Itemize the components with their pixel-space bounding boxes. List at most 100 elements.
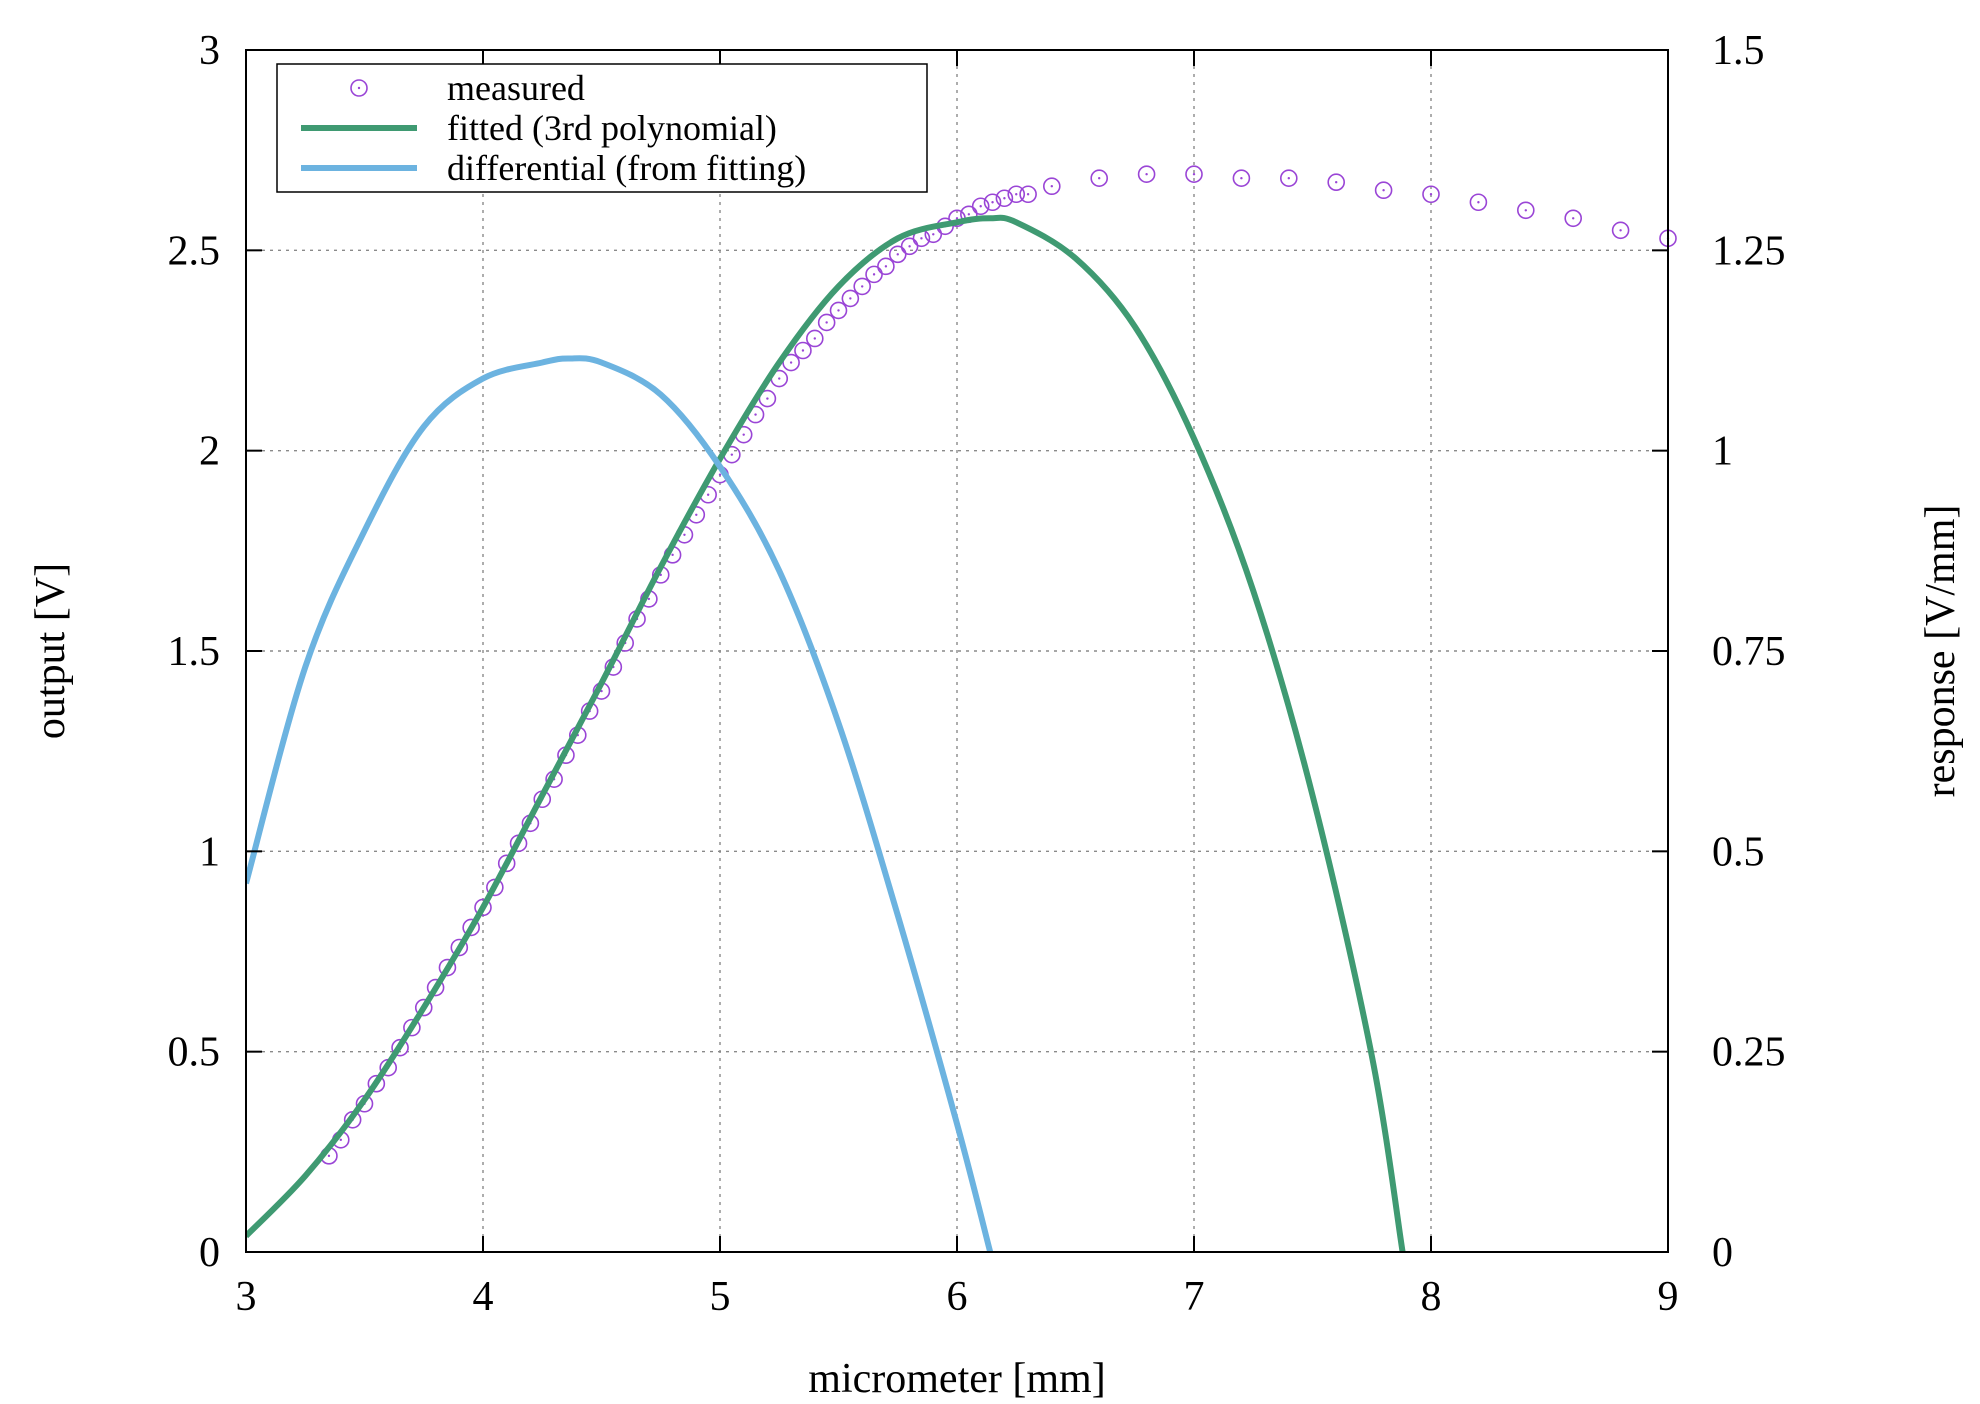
measured-point (1019, 185, 1037, 204)
measured-point-center (1026, 193, 1030, 196)
measured-point (853, 277, 872, 296)
measured-point-center (778, 377, 781, 380)
y-tick-label: 2 (199, 429, 220, 475)
measured-point (1469, 193, 1488, 212)
measured-point-center (742, 433, 745, 436)
measured-point (805, 329, 824, 348)
measured-point (497, 854, 516, 873)
y2-tick-label: 1.5 (1712, 28, 1765, 74)
measured-point (438, 958, 457, 977)
y-tick-label: 0 (199, 1230, 220, 1276)
measured-point-center (849, 297, 852, 300)
measured-point-center (813, 337, 816, 340)
series-line-1 (246, 214, 1406, 1252)
measured-point-center (1003, 197, 1006, 200)
measured-point (1137, 165, 1156, 184)
measured-point (1374, 181, 1393, 200)
y-tick-label: 1 (199, 829, 220, 875)
measured-point-center (754, 413, 757, 416)
measured-point (1327, 173, 1345, 192)
measured-point (450, 938, 469, 957)
measured-point-center (932, 233, 935, 236)
measured-point-center (896, 253, 899, 256)
legend-swatch-0 (350, 79, 368, 97)
y2-tick-label: 0.25 (1712, 1030, 1786, 1076)
measured-point-center (967, 213, 971, 216)
measured-point-center (1572, 217, 1575, 220)
measured-point-center (706, 493, 710, 496)
measured-point-center (1192, 173, 1196, 176)
measured-point (1611, 221, 1630, 240)
measured-point (841, 289, 860, 308)
measured-point (1090, 169, 1108, 188)
measured-point (403, 1018, 421, 1037)
y2-tick-label: 0 (1712, 1230, 1733, 1276)
measured-point-center (825, 321, 828, 324)
measured-point (877, 257, 895, 276)
measured-point-center (1429, 193, 1433, 196)
measured-point-center (920, 237, 923, 240)
measured-point-center (1382, 189, 1385, 192)
measured-point (367, 1074, 386, 1093)
measured-point-center (1015, 193, 1018, 196)
grid (246, 50, 1668, 1252)
measured-point (888, 245, 907, 264)
measured-point (1422, 185, 1440, 204)
legend-swatch-center (357, 86, 361, 90)
measured-point-center (1098, 177, 1101, 180)
measured-point (462, 918, 480, 937)
x-tick-label: 8 (1421, 1274, 1442, 1320)
measured-point (829, 301, 848, 320)
series-layer (246, 165, 1677, 1252)
y-axis-title: output [V] (28, 563, 74, 739)
x-tick-label: 9 (1658, 1274, 1679, 1320)
series-line-2 (246, 355, 994, 1252)
measured-point (865, 265, 883, 284)
measured-point-center (671, 553, 674, 557)
measured-point-center (991, 201, 994, 204)
x-tick-label: 5 (710, 1274, 731, 1320)
x-tick-label: 7 (1184, 1274, 1205, 1320)
measured-point (414, 998, 433, 1017)
legend-label-1: fitted (3rd polynomial) (447, 108, 777, 148)
y-tick-label: 1.5 (168, 629, 221, 675)
measured-point (1517, 201, 1535, 220)
measured-point-center (1619, 229, 1622, 232)
y-tick-label: 0.5 (168, 1030, 221, 1076)
measured-point (391, 1038, 409, 1057)
measured-point (1232, 169, 1251, 188)
y-tick-label: 2.5 (168, 228, 221, 274)
ticks (245, 49, 1669, 1253)
x-tick-label: 3 (236, 1274, 257, 1320)
measured-point (995, 189, 1014, 208)
measured-point-center (1335, 181, 1338, 184)
measured-point-center (979, 205, 982, 208)
legend-label-2: differential (from fitting) (447, 148, 806, 188)
measured-point-center (908, 245, 911, 248)
legend-label-0: measured (447, 68, 585, 108)
measured-point-center (872, 273, 876, 276)
y2-tick-label: 0.75 (1712, 629, 1786, 675)
measured-point-center (339, 1138, 342, 1142)
measured-point-center (695, 513, 698, 516)
measured-point (983, 193, 1002, 212)
measured-point-center (884, 265, 888, 268)
measured-point-center (1050, 185, 1054, 188)
measured-point-center (327, 1154, 331, 1158)
measured-point-center (1145, 173, 1148, 176)
y-tick-label: 3 (199, 28, 220, 74)
measured-point (1185, 165, 1203, 184)
y2-tick-label: 1 (1712, 429, 1733, 475)
measured-point (971, 197, 990, 216)
measured-point-center (1287, 177, 1291, 180)
measured-point-center (1524, 209, 1528, 212)
x-tick-label: 6 (947, 1274, 968, 1320)
measured-point-center (955, 217, 959, 220)
measured-point (1280, 169, 1298, 188)
measured-point (1007, 185, 1026, 204)
